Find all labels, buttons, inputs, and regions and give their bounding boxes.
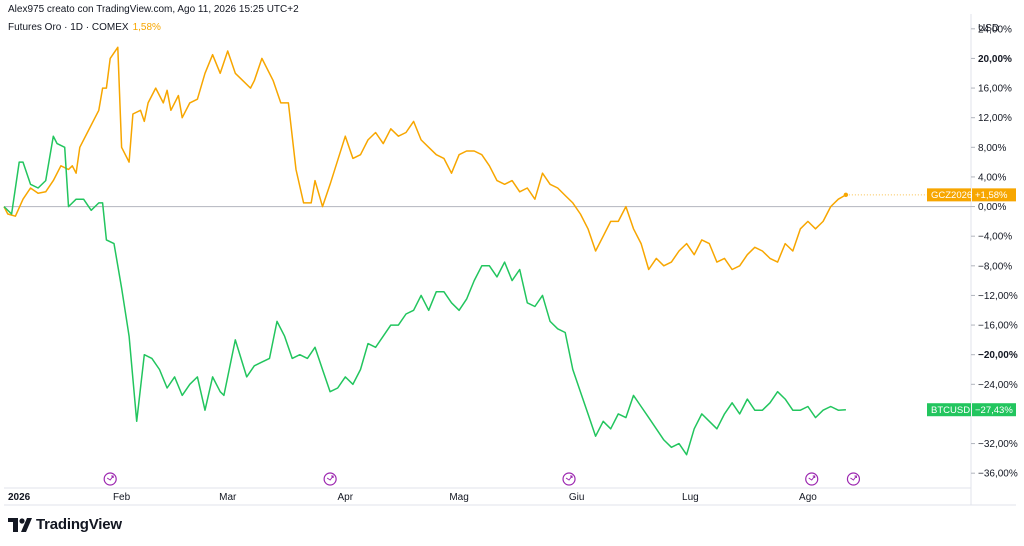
event-marker-icon <box>323 472 337 486</box>
event-arrow-icon <box>808 475 816 481</box>
x-tick-label: Ago <box>799 492 817 503</box>
y-tick-label: 16,00% <box>978 84 1012 95</box>
last-point-dot <box>843 192 849 198</box>
tradingview-logo-icon <box>8 517 32 532</box>
y-tick-label: −16,00% <box>978 321 1018 332</box>
x-tick-label: Feb <box>113 492 131 503</box>
series-value-label: −27,43% <box>975 405 1013 416</box>
y-tick-label: −4,00% <box>978 232 1012 243</box>
series-line-gcz2026 <box>3 46 847 271</box>
y-tick-label: −32,00% <box>978 439 1018 450</box>
y-tick-label: 12,00% <box>978 113 1012 124</box>
event-marker-icon <box>562 472 576 486</box>
event-marker-icon <box>846 472 861 486</box>
legend-symbol: Futures Oro · 1D · COMEX <box>8 22 129 33</box>
author-line: Alex975 creato con TradingView.com, Ago … <box>8 4 299 15</box>
currency-label: USD <box>978 23 999 34</box>
series-name-label: BTCUSD <box>931 405 970 416</box>
y-tick-label: −36,00% <box>978 469 1018 480</box>
series-name-badge <box>927 403 971 417</box>
tradingview-logo: TradingView <box>8 516 122 533</box>
series-line-btcusd <box>3 135 846 456</box>
event-marker-icon <box>805 472 819 486</box>
x-tick-label: Mag <box>449 492 468 503</box>
series-value-badge <box>972 188 1016 202</box>
brand-name: TradingView <box>36 516 122 533</box>
event-arrow-icon <box>850 475 857 481</box>
legend-change: 1,58% <box>132 22 161 33</box>
y-tick-label: 4,00% <box>978 172 1006 183</box>
event-arrow-icon <box>106 475 114 481</box>
event-arrow-icon <box>326 475 334 481</box>
series-value-label: +1,58% <box>975 190 1008 201</box>
x-tick-label: 2026 <box>8 492 31 503</box>
y-tick-label: −8,00% <box>978 261 1012 272</box>
y-tick-label: −20,00% <box>978 350 1018 361</box>
y-tick-label: 24,00% <box>978 24 1012 35</box>
series-value-badge <box>972 403 1016 417</box>
x-tick-label: Apr <box>338 492 354 503</box>
series-name-badge <box>927 188 971 202</box>
event-arrow-icon <box>565 475 573 481</box>
y-tick-label: −24,00% <box>978 380 1018 391</box>
series-name-label: GCZ2026 <box>931 190 972 201</box>
x-tick-label: Mar <box>219 492 237 503</box>
x-tick-label: Giu <box>569 492 585 503</box>
x-tick-label: Lug <box>682 492 699 503</box>
y-tick-label: −12,00% <box>978 291 1018 302</box>
event-marker-icon <box>103 472 117 486</box>
y-tick-label: 0,00% <box>978 202 1006 213</box>
y-tick-label: 20,00% <box>978 54 1012 65</box>
y-tick-label: 8,00% <box>978 143 1006 154</box>
symbol-legend[interactable]: Futures Oro · 1D · COMEX 1,58% <box>8 22 161 33</box>
